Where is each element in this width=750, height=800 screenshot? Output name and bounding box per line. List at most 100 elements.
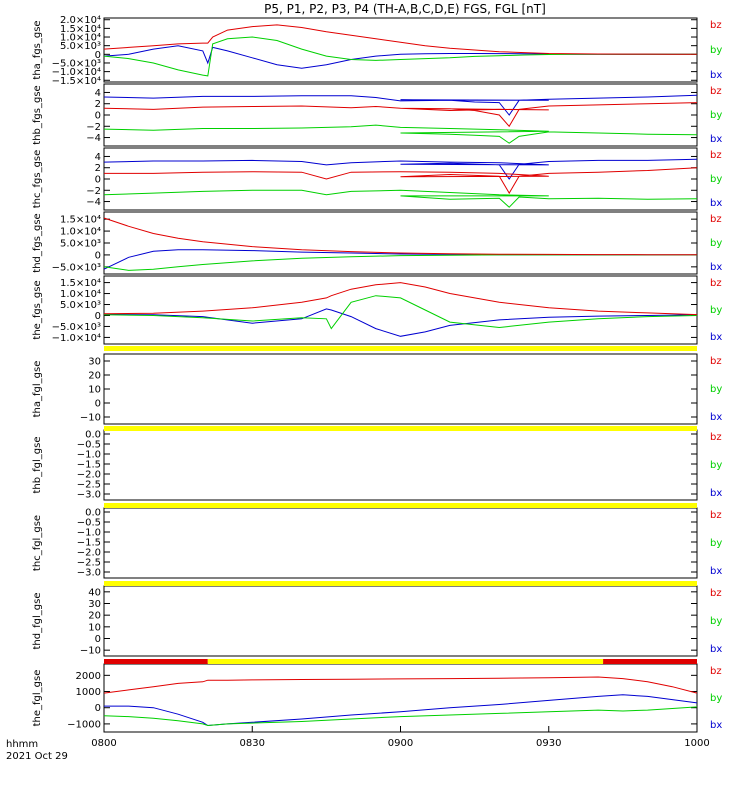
- legend-bz: bz: [710, 432, 722, 443]
- y-tick-label: −1.0: [77, 528, 101, 539]
- legend-bz: bz: [710, 86, 722, 97]
- y-tick-label: 2.0×10⁴: [60, 15, 101, 26]
- y-tick-label: 5.0×10³: [60, 300, 101, 311]
- legend-bz: bz: [710, 20, 722, 31]
- legend-by: by: [710, 45, 722, 56]
- series-bx: [103, 45, 697, 69]
- legend-by: by: [710, 110, 722, 121]
- legend-bx: bx: [710, 70, 722, 81]
- y-tick-label: 0: [95, 111, 101, 122]
- legend-bz: bz: [710, 666, 722, 677]
- legend-bx: bx: [710, 198, 722, 209]
- y-tick-label: −2: [86, 122, 101, 133]
- panel-tha_fgs_gse: 2.0×10⁴1.5×10⁴1.0×10⁴5.0×10³0−5.0×10³−1.…: [32, 15, 722, 87]
- y-tick-label: 0: [95, 175, 101, 186]
- y-tick-label: 20: [88, 611, 101, 622]
- legend-bz: bz: [710, 150, 722, 161]
- series-bz: [103, 282, 698, 316]
- time-axis-label: hhmm: [6, 739, 38, 750]
- panel-thc_fgl_gse: 0.0−0.5−1.0−1.5−2.0−2.5−3.0 thc_fgl_gse bz…: [32, 507, 722, 579]
- series-by: [103, 36, 697, 77]
- series-bx: [103, 158, 698, 180]
- y-tick-label: −2.5: [77, 480, 101, 491]
- y-tick-label: −10: [80, 646, 101, 657]
- legend-bx: bx: [710, 488, 722, 499]
- y-tick-label: 5.0×10³: [60, 239, 101, 250]
- y-tick-label: 4: [95, 88, 101, 99]
- date-label: 2021 Oct 29: [6, 751, 68, 762]
- y-tick-label: −2.0: [77, 548, 101, 559]
- y-tick-label: 0: [95, 399, 101, 410]
- y-tick-label: 10: [88, 385, 101, 396]
- series-bx: [103, 94, 698, 116]
- y-tick-label: −4: [86, 133, 101, 144]
- x-tick-label: 0830: [240, 738, 265, 749]
- y-tick-label: −3.0: [77, 568, 101, 579]
- y-axis-label: thc_fgs_gse: [32, 150, 43, 209]
- series-bz: [103, 24, 697, 55]
- y-axis-label: thc_fgl_gse: [32, 515, 43, 571]
- y-tick-label: 0: [95, 311, 101, 322]
- y-tick-label: 5.0×10³: [60, 41, 101, 52]
- y-tick-label: −0.5: [77, 440, 101, 451]
- series-bx: [104, 694, 698, 727]
- flag-segment-red: [104, 659, 208, 664]
- legend-by: by: [710, 384, 722, 395]
- series-bz: [103, 217, 697, 256]
- legend-bz: bz: [710, 278, 722, 289]
- y-tick-label: −1.0×10⁴: [52, 67, 101, 78]
- legend-bx: bx: [710, 262, 722, 273]
- series-by: [103, 706, 698, 727]
- y-tick-label: −4: [86, 197, 101, 208]
- series-bz: [103, 676, 698, 694]
- legend-by: by: [710, 238, 722, 249]
- x-tick-label: 0930: [536, 738, 561, 749]
- y-axis-label: tha_fgs_gse: [32, 20, 43, 79]
- figure-title: P5, P1, P2, P3, P4 (TH-A,B,C,D,E) FGS, F…: [264, 2, 546, 16]
- panel-frame: [103, 17, 698, 83]
- legend-bx: bx: [710, 644, 722, 655]
- y-tick-label: 0: [95, 634, 101, 645]
- y-tick-label: −5.0×10³: [52, 262, 101, 273]
- panel-thc_fgs_gse: 420−2−4 thc_fgs_gse bz by bx: [32, 147, 722, 211]
- y-tick-label: 1.0×10⁴: [60, 289, 101, 300]
- series-by: [103, 254, 697, 271]
- panel-thb_fgs_gse: 420−2−4 thb_fgs_gse bz by bx: [32, 83, 722, 147]
- y-tick-label: 30: [88, 357, 101, 368]
- y-tick-label: −2.0: [77, 470, 101, 481]
- y-tick-label: 20: [88, 371, 101, 382]
- panel-frame: [103, 353, 698, 425]
- y-tick-label: 2: [95, 163, 101, 174]
- legend-bz: bz: [710, 588, 722, 599]
- panel-frame: [103, 429, 698, 501]
- panel-frame: [103, 147, 698, 211]
- flag-bars: [104, 346, 697, 664]
- x-tick-label: 0900: [388, 738, 413, 749]
- y-tick-label: −1.5×10⁴: [52, 76, 101, 87]
- legend-by: by: [710, 305, 722, 316]
- legend-bz: bz: [710, 510, 722, 521]
- flag-segment-yellow: [104, 426, 697, 431]
- flag-segment-red: [603, 659, 697, 664]
- flag-segment-yellow: [104, 503, 697, 508]
- legend-bx: bx: [710, 332, 722, 343]
- y-tick-label: 4: [95, 152, 101, 163]
- panel-frame: [103, 507, 698, 579]
- legend-by: by: [710, 538, 722, 549]
- flag-segment-yellow: [104, 581, 697, 586]
- panels: 2.0×10⁴1.5×10⁴1.0×10⁴5.0×10³0−5.0×10³−1.…: [32, 15, 722, 733]
- flag-segment-yellow: [207, 659, 604, 664]
- panel-thb_fgl_gse: 0.0−0.5−1.0−1.5−2.0−2.5−3.0 thb_fgl_gse bz…: [32, 429, 722, 501]
- y-axis-label: thb_fgs_gse: [32, 85, 43, 144]
- y-tick-label: 0: [95, 703, 101, 714]
- y-tick-label: 30: [88, 599, 101, 610]
- y-tick-label: −1.5: [77, 460, 101, 471]
- y-tick-label: −1.0: [77, 450, 101, 461]
- legend-bx: bx: [710, 412, 722, 423]
- y-tick-label: 1.5×10⁴: [60, 215, 101, 226]
- y-tick-label: 0.0: [85, 430, 101, 441]
- series-bz: [104, 167, 698, 195]
- legend-by: by: [710, 693, 722, 704]
